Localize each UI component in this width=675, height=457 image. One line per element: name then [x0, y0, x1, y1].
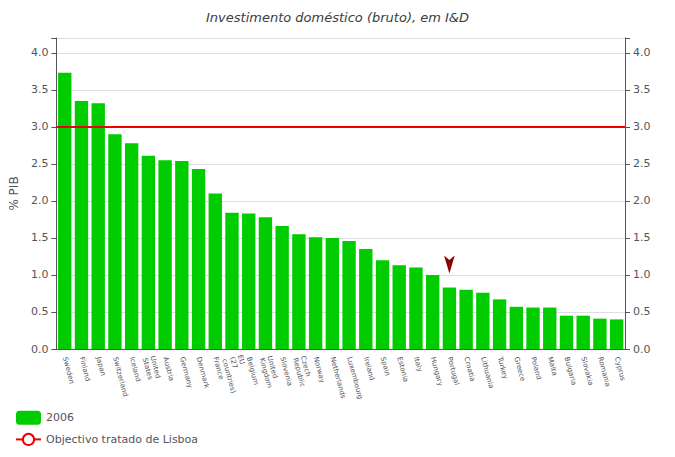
- svg-text:Japan: Japan: [94, 355, 107, 377]
- svg-text:Switzerland: Switzerland: [111, 356, 129, 398]
- svg-text:1.5: 1.5: [633, 231, 651, 244]
- svg-text:0.5: 0.5: [31, 305, 49, 318]
- svg-text:Bulgaria: Bulgaria: [563, 356, 578, 386]
- svg-text:Italy: Italy: [412, 356, 424, 373]
- svg-text:Iceland: Iceland: [128, 356, 142, 383]
- svg-text:Croatia: Croatia: [462, 356, 476, 382]
- svg-text:States: States: [141, 357, 155, 381]
- svg-text:Denmark: Denmark: [195, 356, 211, 390]
- svg-text:France: France: [211, 356, 226, 381]
- svg-text:Objectivo tratado de Lisboa: Objectivo tratado de Lisboa: [46, 433, 198, 446]
- svg-text:countries): countries): [220, 358, 237, 394]
- svg-text:Finland: Finland: [78, 356, 92, 382]
- svg-text:Greece: Greece: [512, 356, 526, 382]
- svg-text:3.0: 3.0: [633, 120, 651, 133]
- svg-text:Spain: Spain: [379, 356, 392, 377]
- svg-text:3.5: 3.5: [31, 83, 49, 96]
- svg-text:0.0: 0.0: [633, 343, 651, 356]
- svg-text:2006: 2006: [46, 411, 74, 424]
- svg-text:2.0: 2.0: [31, 194, 49, 207]
- svg-text:0.0: 0.0: [31, 343, 49, 356]
- svg-text:United: United: [265, 354, 280, 380]
- svg-text:EU: EU: [235, 353, 247, 366]
- svg-text:0.5: 0.5: [633, 305, 651, 318]
- svg-text:Lithuania: Lithuania: [479, 356, 495, 389]
- svg-text:Belgium: Belgium: [245, 356, 260, 386]
- svg-text:Romania: Romania: [596, 356, 612, 388]
- svg-text:Ireland: Ireland: [362, 356, 376, 381]
- svg-text:Norway: Norway: [312, 356, 327, 384]
- svg-text:Czech: Czech: [298, 354, 313, 378]
- svg-text:1.0: 1.0: [633, 268, 651, 281]
- svg-text:2.5: 2.5: [633, 157, 651, 170]
- svg-text:Malta: Malta: [546, 356, 559, 377]
- svg-text:(27: (27: [228, 356, 239, 370]
- svg-text:Slovenia: Slovenia: [278, 356, 293, 387]
- svg-text:Kingdom: Kingdom: [258, 357, 274, 389]
- svg-text:3.0: 3.0: [31, 120, 49, 133]
- svg-text:Portugal: Portugal: [446, 356, 461, 386]
- svg-text:Slovakia: Slovakia: [579, 356, 594, 386]
- svg-text:3.5: 3.5: [633, 83, 651, 96]
- svg-text:4.0: 4.0: [31, 46, 49, 59]
- svg-text:1.0: 1.0: [31, 268, 49, 281]
- svg-text:Germany: Germany: [178, 356, 194, 389]
- svg-text:Estonia: Estonia: [395, 356, 409, 383]
- svg-text:Cyprus: Cyprus: [613, 356, 627, 382]
- svg-text:Sweden: Sweden: [61, 356, 76, 385]
- svg-text:2.0: 2.0: [633, 194, 651, 207]
- svg-text:4.0: 4.0: [633, 46, 651, 59]
- svg-text:1.5: 1.5: [31, 231, 49, 244]
- svg-text:Turkey: Turkey: [495, 355, 509, 380]
- svg-text:% PIB: % PIB: [7, 176, 21, 210]
- svg-text:Poland: Poland: [529, 356, 543, 381]
- svg-text:Investimento doméstico (bruto): Investimento doméstico (bruto), em I&D: [206, 10, 469, 25]
- svg-text:Netherlands: Netherlands: [328, 356, 347, 400]
- svg-text:Austria: Austria: [161, 356, 175, 382]
- svg-text:Republic: Republic: [291, 357, 307, 388]
- svg-text:2.5: 2.5: [31, 157, 49, 170]
- svg-text:United: United: [148, 354, 163, 380]
- svg-text:Hungary: Hungary: [429, 356, 444, 387]
- svg-text:Luxembourg: Luxembourg: [345, 356, 364, 400]
